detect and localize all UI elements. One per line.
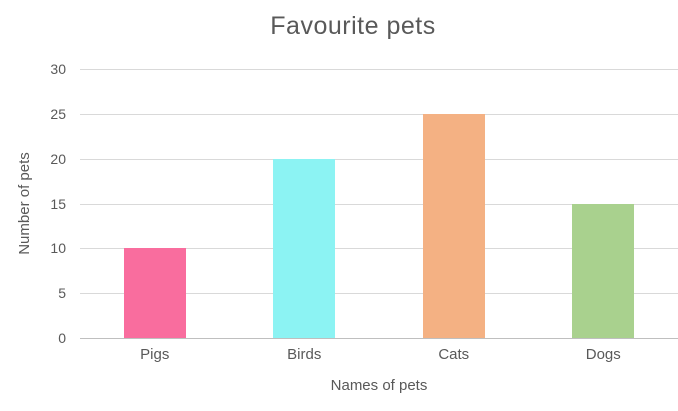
y-axis-title-area: Number of pets — [2, 69, 46, 338]
x-axis-title: Names of pets — [330, 377, 428, 394]
y-tick-label-25: 25 — [50, 105, 66, 122]
bar-slot-cats — [379, 69, 529, 338]
gridline-y-10 — [80, 248, 678, 250]
y-tick-label-20: 20 — [50, 150, 66, 167]
bar-cats — [422, 113, 485, 338]
gridline-y-30 — [80, 69, 678, 70]
gridline-y-15 — [80, 203, 678, 205]
bar-dogs — [572, 203, 635, 338]
x-category-label-pigs: Pigs — [140, 346, 170, 363]
bar-slot-dogs — [529, 69, 678, 338]
y-tick-label-30: 30 — [50, 61, 66, 77]
x-axis-category-labels: Pigs Birds Cats Dogs — [80, 346, 678, 363]
y-tick-label-0: 0 — [58, 330, 66, 346]
x-category-label-birds: Birds — [287, 346, 322, 363]
bar-slot-birds — [230, 69, 380, 338]
y-tick-label-5: 5 — [58, 285, 66, 302]
x-category-label-cats: Cats — [438, 346, 470, 363]
gridline-y-20 — [80, 158, 678, 160]
chart-title: Favourite pets — [270, 12, 436, 40]
bars — [80, 69, 678, 338]
gridline-y-5 — [80, 293, 678, 295]
bar-pigs — [123, 248, 186, 338]
y-tick-label-10: 10 — [50, 240, 66, 257]
plot-area — [80, 69, 678, 339]
y-tick-label-15: 15 — [50, 195, 66, 212]
bar-birds — [273, 158, 336, 338]
gridline-y-25 — [80, 113, 678, 115]
x-category-label-dogs: Dogs — [585, 346, 621, 363]
bar-slot-pigs — [80, 69, 230, 338]
y-axis-title: Number of pets — [15, 152, 33, 255]
